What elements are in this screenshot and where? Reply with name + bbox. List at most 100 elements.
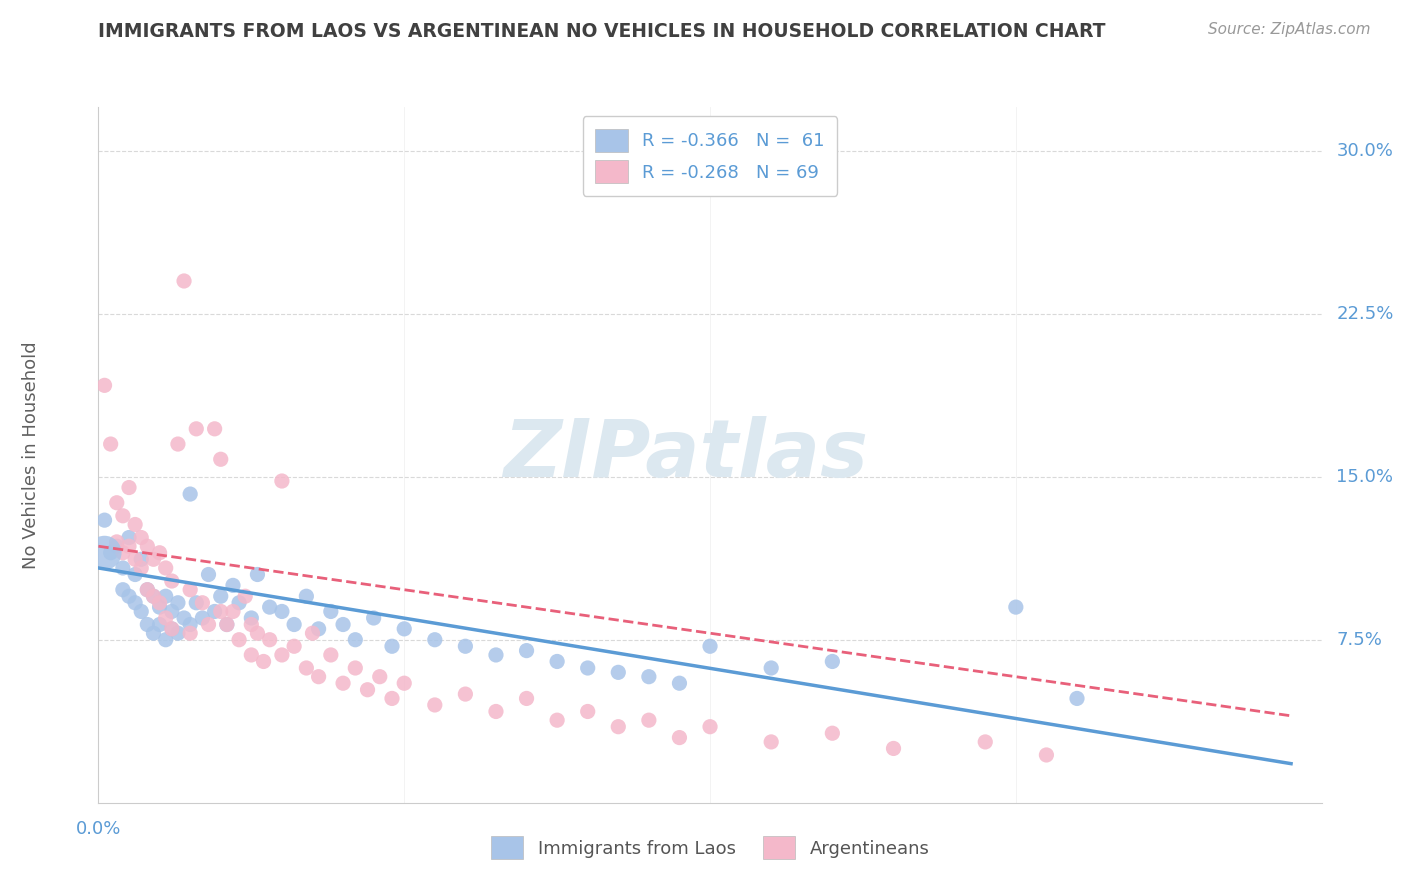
Point [423,632,446,647]
Point [209,589,232,603]
Point [155,611,177,625]
Point [485,705,508,719]
Point [1004,600,1026,615]
Point [129,531,152,545]
Point [155,561,177,575]
Point [129,605,152,619]
Point [155,632,177,647]
Point [209,452,232,467]
Point [136,582,159,597]
Text: Source: ZipAtlas.com: Source: ZipAtlas.com [1208,22,1371,37]
Point [118,481,141,495]
Point [883,741,905,756]
Point [215,617,238,632]
Point [118,589,141,603]
Point [105,539,128,553]
Point [1035,747,1057,762]
Point [160,605,183,619]
Point [332,617,354,632]
Point [344,661,367,675]
Point [516,691,538,706]
Point [105,496,128,510]
Point [149,546,172,560]
Point [111,582,134,597]
Point [149,617,172,632]
Point [222,605,245,619]
Point [576,705,599,719]
Point [392,676,416,690]
Point [454,639,477,653]
Point [191,596,214,610]
Text: 15.0%: 15.0% [1336,467,1393,485]
Point [485,648,508,662]
Point [246,626,269,640]
Point [228,632,250,647]
Point [301,626,323,640]
Point [240,611,263,625]
Point [204,422,226,436]
Legend: Immigrants from Laos, Argentineans: Immigrants from Laos, Argentineans [479,825,941,871]
Point [228,596,250,610]
Point [546,655,568,669]
Point [197,617,219,632]
Point [308,622,330,636]
Point [155,589,177,603]
Text: IMMIGRANTS FROM LAOS VS ARGENTINEAN NO VEHICLES IN HOUSEHOLD CORRELATION CHART: IMMIGRANTS FROM LAOS VS ARGENTINEAN NO V… [98,22,1107,41]
Point [252,655,274,669]
Text: 22.5%: 22.5% [1336,304,1393,323]
Point [454,687,477,701]
Point [363,611,385,625]
Point [167,596,190,610]
Point [100,437,122,451]
Point [270,474,292,488]
Point [759,661,782,675]
Point [270,605,292,619]
Point [111,561,134,575]
Point [129,561,152,575]
Point [93,546,115,560]
Text: 7.5%: 7.5% [1336,631,1382,648]
Point [319,605,342,619]
Point [160,574,183,588]
Point [142,552,165,566]
Point [246,567,269,582]
Point [259,600,281,615]
Point [240,648,263,662]
Text: ZIPatlas: ZIPatlas [503,416,868,494]
Point [136,539,159,553]
Point [142,626,165,640]
Point [240,617,263,632]
Point [637,670,661,684]
Point [1066,691,1088,706]
Point [186,596,208,610]
Point [381,691,404,706]
Point [124,517,146,532]
Point [209,605,232,619]
Point [167,626,190,640]
Point [319,648,342,662]
Point [821,655,844,669]
Point [149,596,172,610]
Point [215,617,238,632]
Point [974,735,997,749]
Point [356,682,378,697]
Point [160,622,183,636]
Point [637,713,661,727]
Point [149,600,172,615]
Point [136,582,159,597]
Point [233,589,256,603]
Point [186,422,208,436]
Point [204,605,226,619]
Point [668,676,690,690]
Point [111,546,134,560]
Point [93,378,115,392]
Text: 30.0%: 30.0% [1336,142,1393,160]
Point [699,720,721,734]
Point [295,589,318,603]
Point [283,639,305,653]
Point [129,552,152,566]
Point [136,617,159,632]
Point [100,546,122,560]
Point [222,578,245,592]
Point [118,539,141,553]
